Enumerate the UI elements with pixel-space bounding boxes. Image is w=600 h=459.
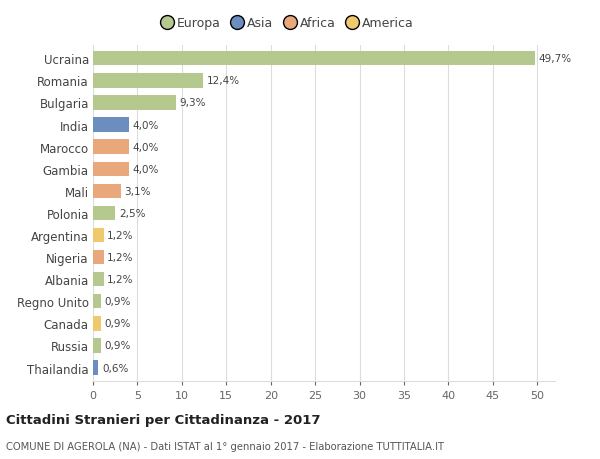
Bar [93,272,104,287]
Text: 1,2%: 1,2% [107,274,134,285]
Text: 1,2%: 1,2% [107,230,134,241]
Text: COMUNE DI AGEROLA (NA) - Dati ISTAT al 1° gennaio 2017 - Elaborazione TUTTITALIA: COMUNE DI AGEROLA (NA) - Dati ISTAT al 1… [6,441,444,451]
Text: 3,1%: 3,1% [124,186,151,196]
Legend: Europa, Asia, Africa, America: Europa, Asia, Africa, America [155,12,418,35]
Bar [93,96,176,110]
Bar [93,184,121,199]
Bar [93,118,128,133]
Bar [93,339,101,353]
Bar [93,52,535,66]
Bar [93,206,115,221]
Text: 4,0%: 4,0% [132,120,158,130]
Text: 0,9%: 0,9% [104,319,131,329]
Text: 0,9%: 0,9% [104,341,131,351]
Text: 9,3%: 9,3% [179,98,206,108]
Text: 0,9%: 0,9% [104,297,131,307]
Bar [93,250,104,265]
Text: Cittadini Stranieri per Cittadinanza - 2017: Cittadini Stranieri per Cittadinanza - 2… [6,413,320,426]
Bar [93,228,104,243]
Text: 4,0%: 4,0% [132,164,158,174]
Text: 0,6%: 0,6% [102,363,128,373]
Text: 49,7%: 49,7% [538,54,571,64]
Bar [93,74,203,88]
Bar [93,317,101,331]
Text: 12,4%: 12,4% [207,76,240,86]
Bar [93,140,128,155]
Text: 4,0%: 4,0% [132,142,158,152]
Bar [93,162,128,177]
Text: 2,5%: 2,5% [119,208,145,218]
Text: 1,2%: 1,2% [107,252,134,263]
Bar [93,294,101,309]
Bar [93,361,98,375]
